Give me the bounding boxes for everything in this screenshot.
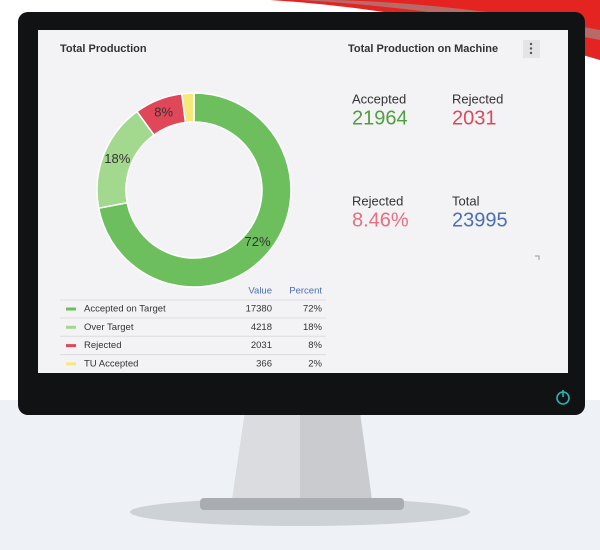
cell: 366 (256, 358, 272, 369)
column-header: Percent (289, 286, 322, 297)
cell: 2031 (251, 340, 272, 351)
resize-handle (535, 255, 540, 260)
cell: 2% (308, 358, 322, 369)
table: Value Percent Accepted on Target 17380 72% Ov… (60, 286, 326, 369)
column-header: Value (248, 286, 272, 297)
row-label: Accepted on Target (84, 304, 166, 315)
cell: 17380 (246, 304, 272, 315)
slice-label: 8% (154, 105, 173, 120)
slice (97, 92, 292, 288)
kpi-value: 8.46% (352, 209, 409, 231)
kpis: Accepted21964Rejected2031Rejected8.46%To… (352, 91, 508, 231)
row-label: Over Target (84, 322, 134, 333)
kpi-value: 2031 (452, 107, 497, 129)
kpi-label: Accepted (352, 91, 406, 106)
cell: 72% (303, 304, 323, 315)
slice (181, 92, 195, 124)
kpi-label: Total (452, 193, 480, 208)
row-label: TU Accepted (84, 358, 138, 369)
menu-dot (529, 47, 533, 50)
cell: 18% (303, 322, 323, 333)
kpi-label: Rejected (352, 193, 403, 208)
row-label: Rejected (84, 340, 122, 351)
panel-title: Total Production on Machine (348, 43, 498, 55)
slice-label: 18% (104, 151, 130, 166)
chart-title: Total Production (60, 43, 147, 55)
cell: 4218 (251, 322, 272, 333)
stand-base (200, 498, 404, 510)
kpi-value: 23995 (452, 209, 508, 231)
kpi-value: 21964 (352, 107, 408, 129)
slice-label: 72% (245, 234, 271, 249)
menu-dot (529, 42, 533, 46)
donut: 72% 18% 8% (96, 92, 292, 288)
menu-dot (529, 51, 533, 55)
cell: 8% (308, 340, 322, 351)
stand-neck-light (232, 412, 300, 500)
kpi-label: Rejected (452, 91, 503, 106)
